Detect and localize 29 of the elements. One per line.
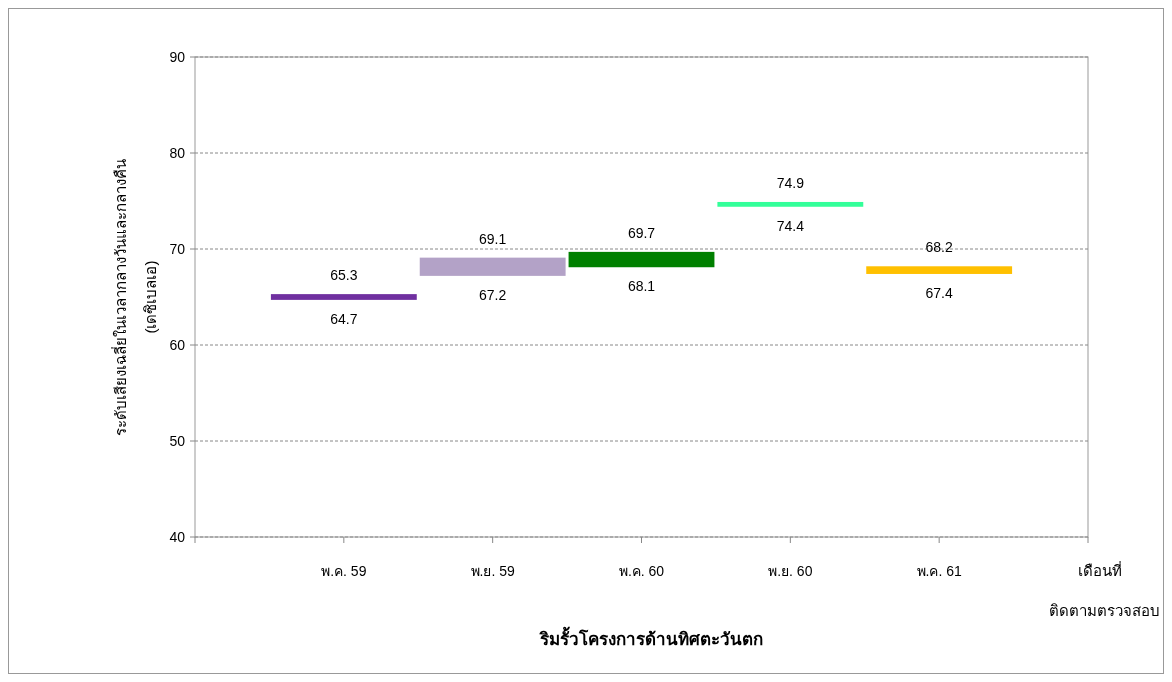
y-tick-label: 60 xyxy=(169,336,186,353)
annotation: 65.3 xyxy=(330,267,358,284)
x-tick-label: พ.ค. 61 xyxy=(916,563,962,579)
y-tick-label: 40 xyxy=(169,528,186,545)
bar xyxy=(717,201,864,207)
y-tick-label: 50 xyxy=(169,432,186,449)
annotation: 64.7 xyxy=(330,310,358,327)
annotation: 67.2 xyxy=(479,286,507,303)
bar xyxy=(270,294,417,300)
x-tick-label: พ.ย. 60 xyxy=(768,563,813,579)
y-axis-title: ระดับเสียงเฉลี่ยในเวลากลางวันและกลางคืน (เดซิเบลเอ) xyxy=(110,158,159,436)
bar xyxy=(419,257,566,276)
y-tick-label: 70 xyxy=(169,240,186,257)
annotation: 74.4 xyxy=(776,217,805,234)
x-tick-label: พ.ค. 59 xyxy=(321,563,367,579)
bar xyxy=(568,251,715,268)
y-tick-label: 80 xyxy=(169,144,186,161)
y-tick-label: 90 xyxy=(169,48,186,65)
annotation: 69.7 xyxy=(627,224,656,241)
x-tick-label: พ.ค. 60 xyxy=(618,563,665,579)
text: เดือนที่ ติดตามตรวจสอบ xyxy=(1049,562,1160,619)
annotation: 67.4 xyxy=(925,284,953,301)
x-tick-label: พ.ย. 59 xyxy=(470,563,515,579)
annotation: 69.1 xyxy=(479,230,507,247)
bar xyxy=(866,266,1013,274)
text: ริมรั้วโครงการด้านทิศตะวันตก xyxy=(539,626,763,649)
annotation: 68.1 xyxy=(627,278,656,295)
annotation: 74.9 xyxy=(776,174,805,191)
annotation: 68.2 xyxy=(925,239,953,256)
